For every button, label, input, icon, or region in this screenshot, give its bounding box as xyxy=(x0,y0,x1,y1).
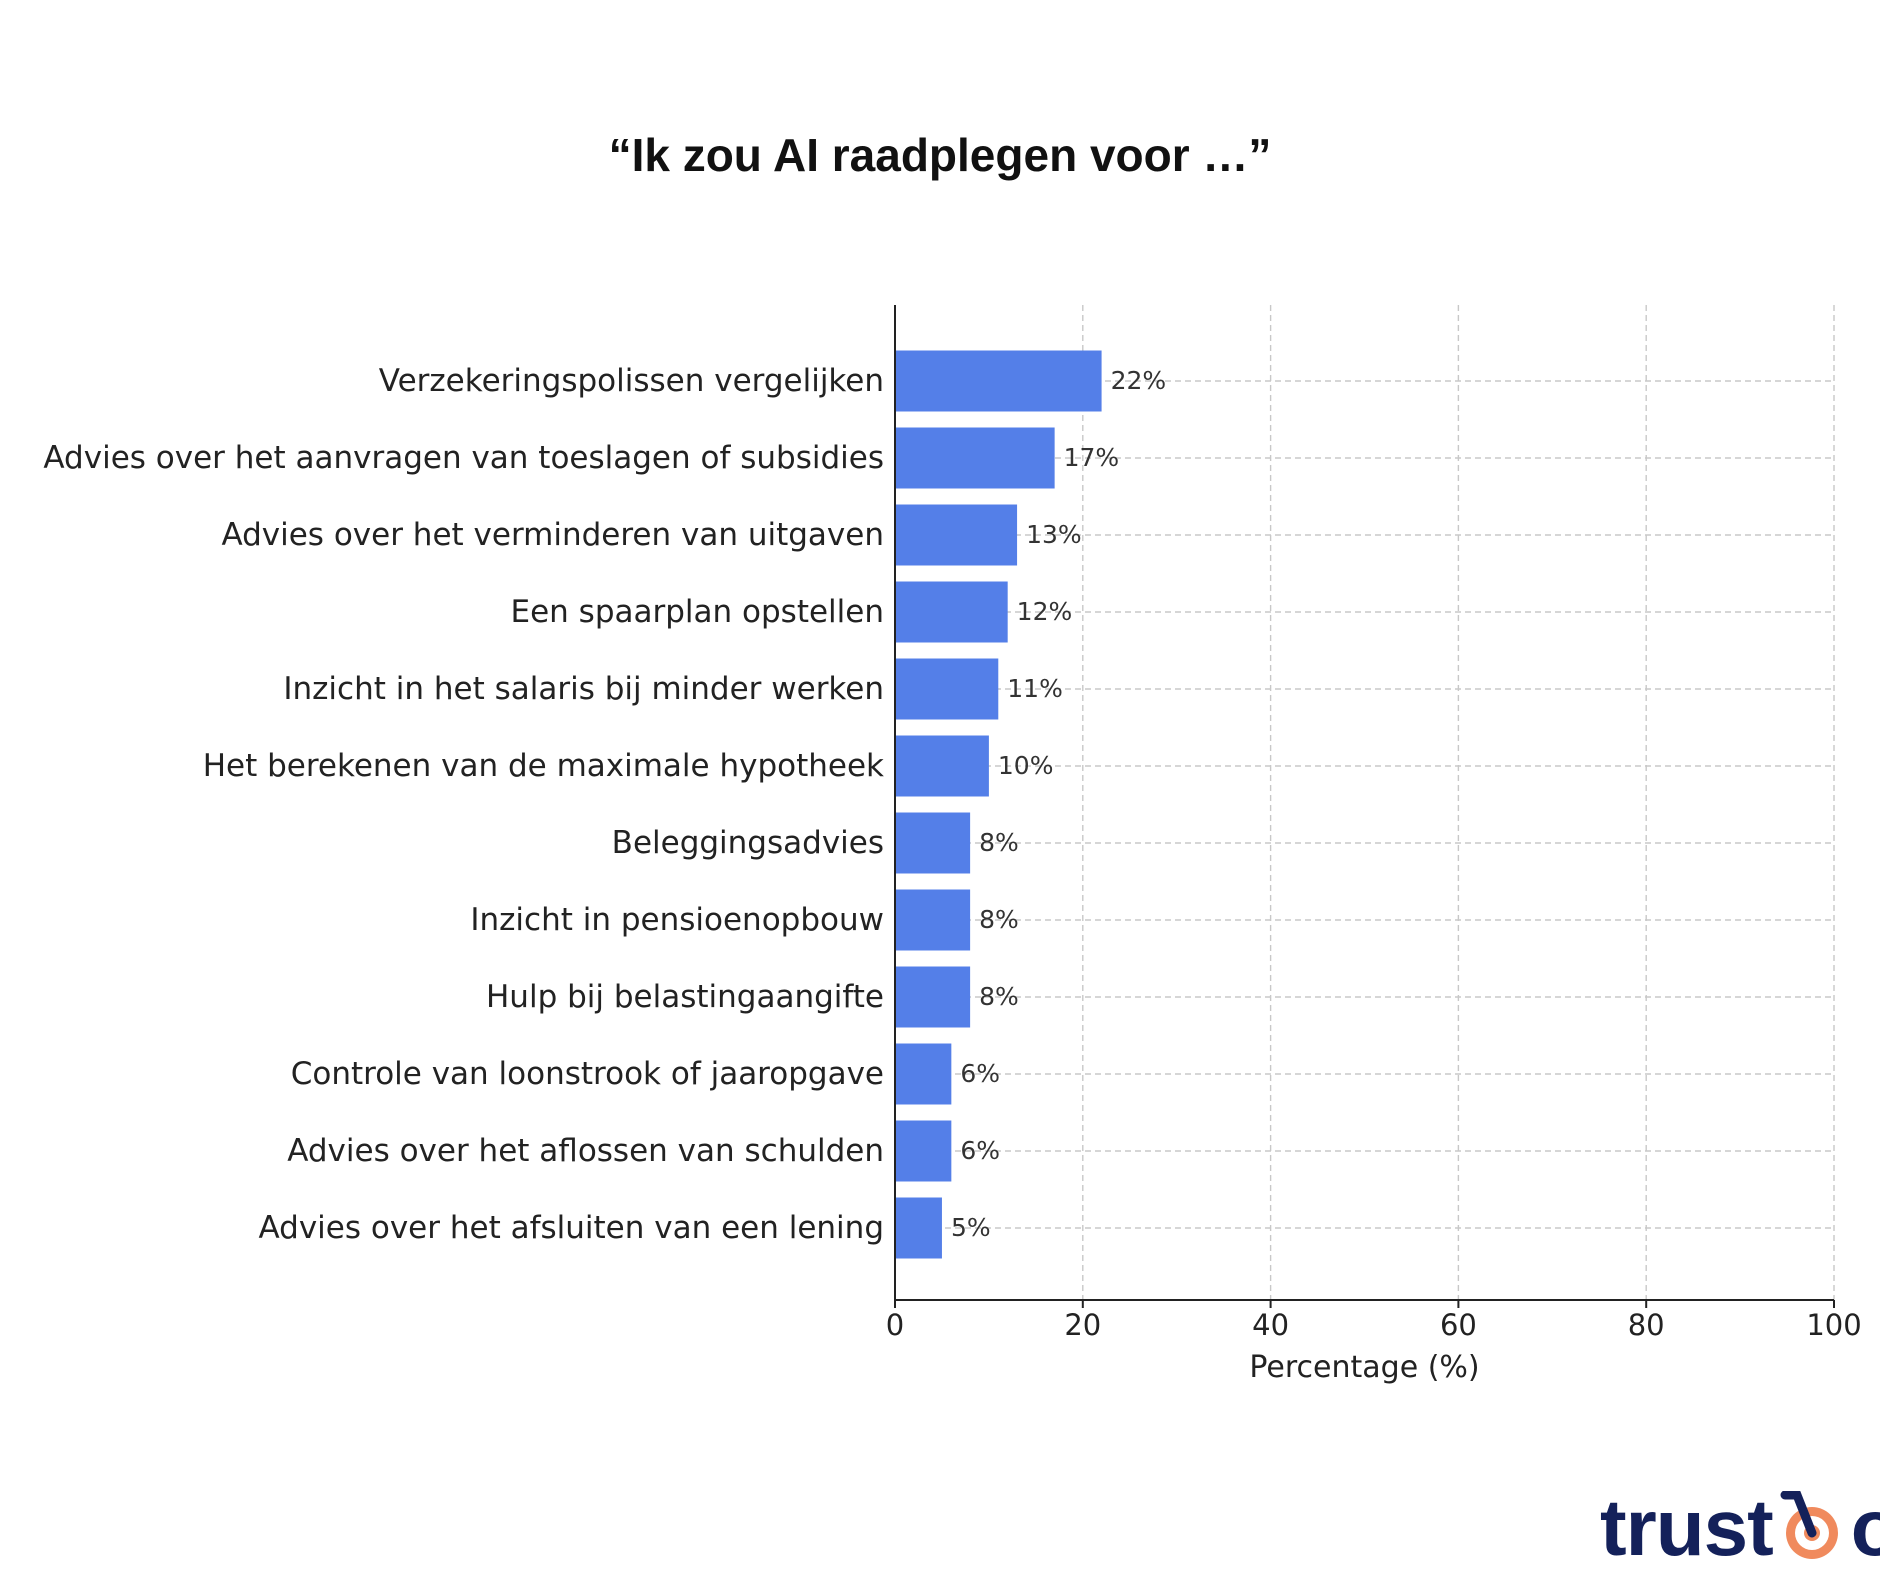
bar xyxy=(895,427,1055,489)
bar xyxy=(895,350,1102,412)
category-label: Inzicht in het salaris bij minder werken xyxy=(283,671,884,707)
data-label: 5% xyxy=(951,1213,991,1242)
category-label: Beleggingsadvies xyxy=(612,825,884,861)
bar xyxy=(895,504,1018,566)
category-label: Verzekeringspolissen vergelijken xyxy=(379,363,884,399)
bar xyxy=(895,581,1008,643)
data-label: 13% xyxy=(1026,520,1082,549)
category-label: Een spaarplan opstellen xyxy=(511,594,884,630)
data-label: 6% xyxy=(960,1136,1000,1165)
brand-text-start: trust xyxy=(1600,1483,1774,1572)
category-label: Advies over het afsluiten van een lening xyxy=(258,1210,884,1246)
category-label: Advies over het verminderen van uitgaven xyxy=(221,517,884,553)
category-label: Hulp bij belastingaangifte xyxy=(486,979,884,1015)
bar xyxy=(895,735,989,797)
bar xyxy=(895,812,971,874)
bar xyxy=(895,1120,952,1182)
chart-title: “Ik zou AI raadplegen voor …” xyxy=(608,129,1272,181)
x-tick-label: 0 xyxy=(886,1308,904,1342)
data-label: 22% xyxy=(1111,366,1167,395)
data-label: 17% xyxy=(1064,443,1120,472)
category-label: Het berekenen van de maximale hypotheek xyxy=(203,748,884,784)
bar xyxy=(895,1197,942,1259)
data-label: 8% xyxy=(979,828,1019,857)
category-label: Advies over het aanvragen van toeslagen … xyxy=(43,440,884,476)
x-axis-label: Percentage (%) xyxy=(1249,1350,1479,1385)
bar xyxy=(895,1043,952,1105)
bar xyxy=(895,658,999,720)
data-label: 6% xyxy=(960,1059,1000,1088)
x-tick-label: 20 xyxy=(1064,1308,1101,1342)
bar xyxy=(895,966,971,1028)
data-label: 12% xyxy=(1017,597,1073,626)
x-tick-label: 100 xyxy=(1806,1308,1861,1342)
brand-text-end: o xyxy=(1850,1483,1880,1572)
brand-logo: trust o xyxy=(1600,1483,1880,1572)
category-label: Controle van loonstrook of jaaropgave xyxy=(291,1056,884,1092)
data-label: 8% xyxy=(979,905,1019,934)
category-label: Advies over het aflossen van schulden xyxy=(287,1133,884,1169)
bar-chart: Verzekeringspolissen vergelijken 22% Advie… xyxy=(43,305,1862,1385)
bar xyxy=(895,889,971,951)
target-icon xyxy=(1780,1491,1838,1559)
data-label: 11% xyxy=(1007,674,1063,703)
data-label: 10% xyxy=(998,751,1054,780)
x-tick-label: 80 xyxy=(1628,1308,1665,1342)
data-label: 8% xyxy=(979,982,1019,1011)
x-tick-label: 60 xyxy=(1440,1308,1477,1342)
category-label: Inzicht in pensioenopbouw xyxy=(470,902,884,938)
x-tick-label: 40 xyxy=(1252,1308,1289,1342)
